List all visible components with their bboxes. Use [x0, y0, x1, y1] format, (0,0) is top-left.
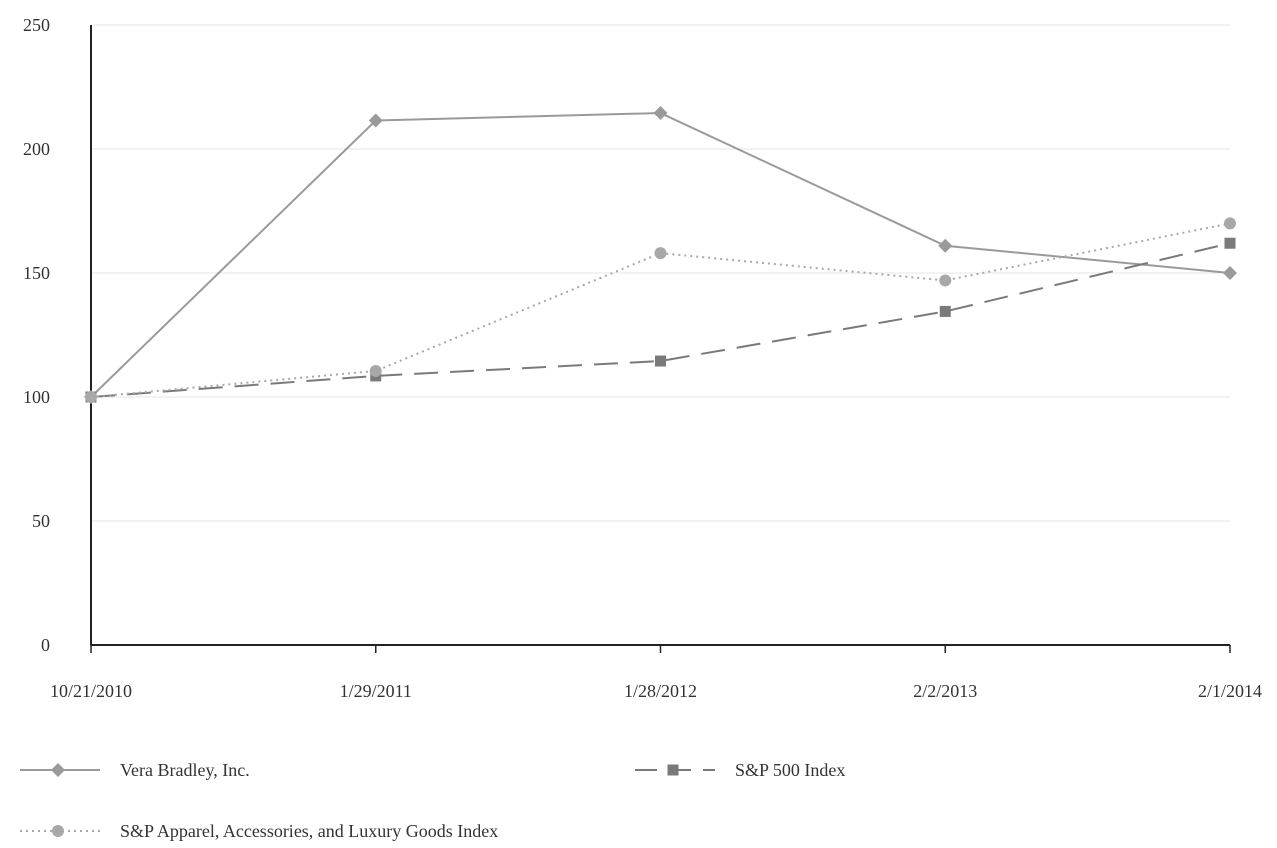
x-tick-label: 10/21/2010: [50, 681, 132, 701]
x-tick-label: 2/2/2013: [913, 681, 977, 701]
legend-swatch-marker: [52, 825, 64, 837]
y-tick-label: 250: [23, 15, 50, 35]
data-point-series-1-1: [368, 113, 383, 128]
data-point-series-1-4: [1223, 266, 1237, 280]
y-tick-label: 150: [23, 263, 50, 283]
legend-item-2: S&P 500 Index: [635, 760, 845, 780]
legend-label: S&P Apparel, Accessories, and Luxury Goo…: [120, 821, 498, 841]
y-tick-label: 0: [41, 635, 50, 655]
legend-item-1: Vera Bradley, Inc.: [20, 760, 250, 780]
gridlines: [91, 24, 1230, 522]
y-tick-label: 200: [23, 139, 50, 159]
data-point-series-2-2: [655, 355, 666, 367]
y-tick-label: 100: [23, 387, 50, 407]
x-tick-label: 1/28/2012: [624, 681, 697, 701]
legend-swatch-marker: [51, 763, 65, 777]
legend: Vera Bradley, Inc. S&P 500 Index S&P Appar…: [20, 760, 845, 841]
series-markers: [84, 106, 1237, 404]
data-point-series-3-2: [654, 247, 667, 260]
data-point-series-3-4: [1224, 217, 1236, 230]
data-point-series-3-1: [369, 364, 382, 377]
data-point-series-2-3: [939, 305, 951, 317]
x-tick-label: 2/1/2014: [1198, 681, 1262, 701]
axes: 0 50 100 150 200 250 10/21/2010 1/29/2011 1/28/2…: [23, 15, 1262, 701]
data-point-series-3-0: [85, 391, 97, 403]
data-point-series-1-3: [938, 238, 953, 253]
legend-label: S&P 500 Index: [735, 760, 845, 780]
data-point-series-1-2: [653, 106, 668, 121]
y-tick-label: 50: [32, 511, 50, 531]
data-point-series-2-4: [1224, 237, 1236, 249]
data-point-series-3-3: [939, 274, 952, 287]
legend-item-3: S&P Apparel, Accessories, and Luxury Goo…: [20, 821, 498, 841]
x-tick-label: 1/29/2011: [340, 681, 412, 701]
legend-label: Vera Bradley, Inc.: [120, 760, 250, 780]
series-line-2: [90, 242, 1231, 398]
legend-swatch-marker: [667, 764, 679, 776]
